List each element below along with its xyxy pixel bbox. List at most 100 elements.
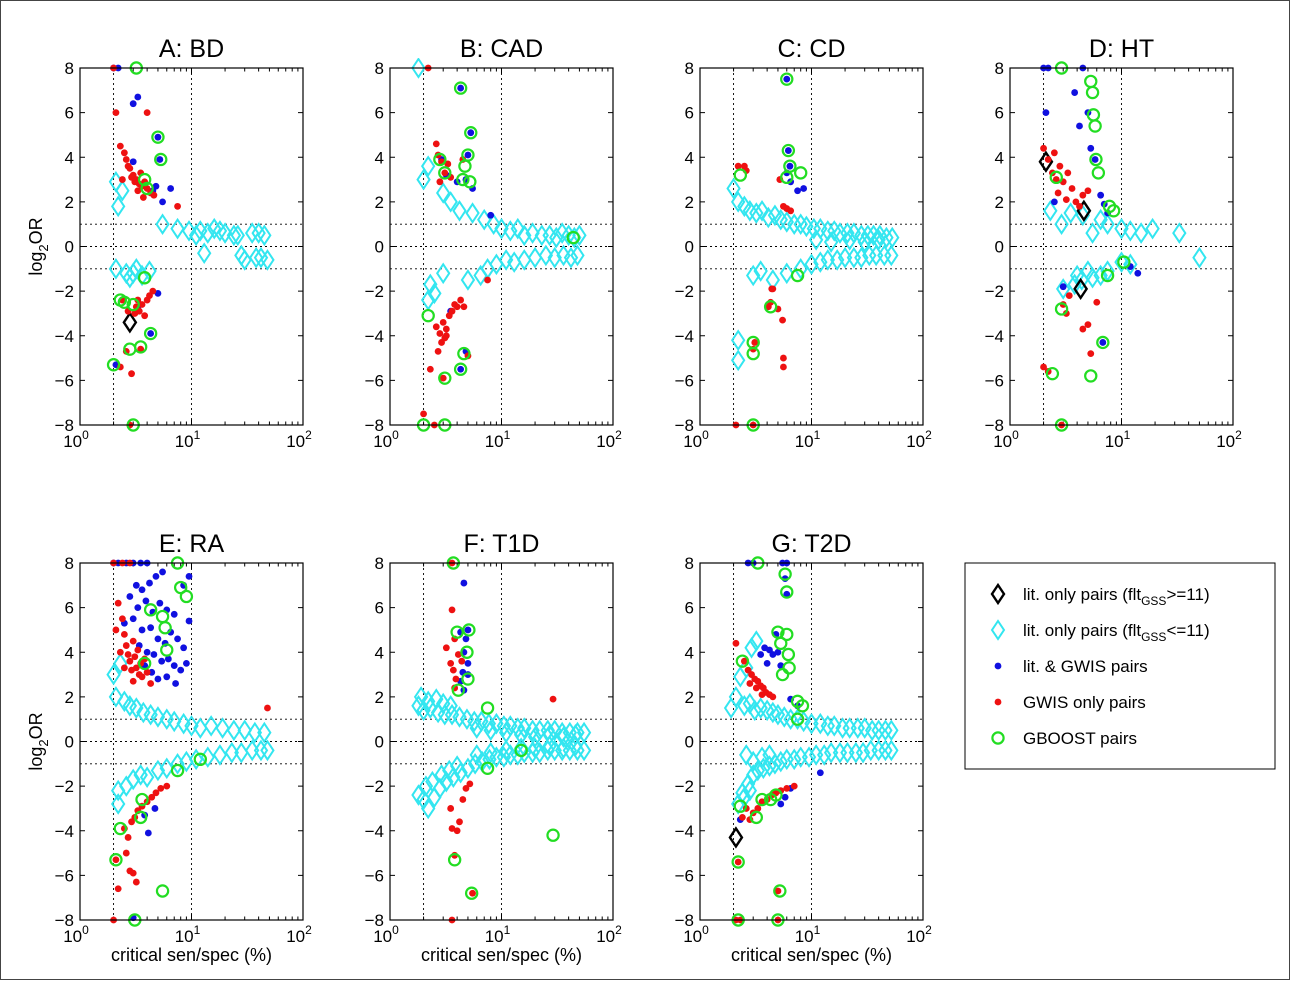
data-point bbox=[125, 262, 141, 285]
x-tick-exponent: 2 bbox=[615, 923, 622, 937]
y-tick-label: 0 bbox=[375, 238, 384, 257]
legend-marker bbox=[990, 582, 1006, 606]
data-point bbox=[773, 750, 788, 773]
legend-label-main: lit. & GWIS pairs bbox=[1023, 657, 1148, 676]
data-point bbox=[463, 175, 477, 189]
data-point bbox=[143, 326, 158, 341]
y-tick-label: 6 bbox=[685, 104, 694, 123]
data-point bbox=[118, 176, 126, 183]
data-point bbox=[429, 688, 444, 710]
panel-title: A: BD bbox=[159, 35, 224, 63]
data-point bbox=[124, 834, 132, 841]
x-tick-exponent: 1 bbox=[1124, 428, 1131, 442]
data-point bbox=[464, 126, 478, 140]
data-point bbox=[1089, 152, 1103, 167]
points bbox=[1038, 61, 1207, 432]
data-point bbox=[444, 160, 452, 168]
plot-frame bbox=[699, 67, 924, 426]
data-point bbox=[1055, 278, 1071, 300]
x-tick-exponent: 0 bbox=[82, 923, 89, 937]
legend-label-main: lit. only pairs (flt bbox=[1023, 621, 1141, 640]
data-point bbox=[1088, 119, 1102, 133]
data-point bbox=[532, 741, 547, 764]
data-point bbox=[496, 746, 512, 768]
data-point bbox=[448, 606, 456, 614]
data-point bbox=[752, 684, 760, 692]
series-gwis_only bbox=[1040, 144, 1101, 429]
series-lit_only_high bbox=[122, 311, 138, 334]
data-point bbox=[460, 303, 468, 311]
data-point bbox=[1076, 202, 1083, 210]
data-point bbox=[538, 244, 554, 267]
data-point bbox=[453, 761, 468, 784]
y-tick-label: −4 bbox=[675, 327, 694, 346]
x-tick-base: 10 bbox=[795, 927, 814, 946]
data-point bbox=[257, 224, 272, 247]
data-point bbox=[126, 657, 134, 665]
data-point bbox=[568, 724, 583, 746]
data-point bbox=[181, 220, 197, 242]
data-point bbox=[137, 271, 152, 285]
data-point bbox=[756, 757, 771, 780]
data-point bbox=[1087, 350, 1095, 357]
data-point bbox=[566, 230, 580, 245]
data-point bbox=[158, 621, 172, 635]
data-point bbox=[755, 792, 769, 807]
data-point bbox=[884, 244, 899, 267]
y-tick-label: −2 bbox=[675, 282, 694, 301]
data-point bbox=[483, 741, 498, 764]
data-point bbox=[260, 739, 275, 762]
data-point bbox=[1093, 208, 1108, 231]
data-point bbox=[514, 743, 528, 758]
data-point bbox=[757, 651, 765, 658]
data-point bbox=[426, 365, 434, 373]
data-point bbox=[1106, 204, 1121, 218]
data-point bbox=[745, 264, 761, 287]
data-point bbox=[781, 647, 796, 662]
data-point bbox=[546, 828, 560, 842]
x-axis-label: critical sen/spec (%) bbox=[731, 945, 892, 965]
data-point bbox=[124, 162, 132, 170]
data-point bbox=[134, 604, 142, 612]
data-point bbox=[122, 311, 138, 334]
data-point bbox=[781, 793, 789, 801]
data-point bbox=[244, 222, 260, 244]
legend-label-tail: <=11) bbox=[1166, 621, 1209, 640]
panel-title: F: T1D bbox=[464, 530, 540, 558]
data-point bbox=[131, 310, 139, 317]
panel-title: B: CAD bbox=[460, 35, 543, 63]
data-point bbox=[117, 295, 132, 309]
data-point bbox=[109, 853, 123, 867]
y-tick-label: −2 bbox=[55, 777, 74, 796]
data-point bbox=[447, 853, 462, 867]
data-point bbox=[436, 330, 444, 337]
x-tick-base: 10 bbox=[175, 927, 194, 946]
data-point bbox=[141, 312, 149, 320]
x-tick-label: 102 bbox=[1216, 428, 1242, 451]
y-tick-label: 4 bbox=[375, 643, 384, 662]
data-point bbox=[747, 699, 762, 722]
x-tick-base: 10 bbox=[1216, 432, 1235, 451]
data-point bbox=[749, 202, 764, 224]
y-tick-label: 8 bbox=[685, 554, 694, 573]
x-tick-label: 101 bbox=[795, 428, 821, 451]
data-point bbox=[517, 249, 532, 271]
x-tick-label: 102 bbox=[906, 428, 932, 451]
x-tick-base: 10 bbox=[906, 432, 925, 451]
data-point bbox=[451, 683, 466, 697]
data-point bbox=[212, 744, 228, 766]
data-point bbox=[138, 301, 146, 308]
data-point bbox=[435, 182, 451, 204]
x-tick-exponent: 2 bbox=[925, 923, 932, 937]
data-point bbox=[442, 325, 450, 333]
data-point bbox=[466, 780, 474, 788]
data-point bbox=[1084, 369, 1098, 383]
data-point bbox=[147, 680, 155, 687]
data-point bbox=[137, 172, 152, 187]
data-point bbox=[1043, 199, 1058, 222]
data-point bbox=[116, 142, 124, 150]
data-point bbox=[806, 217, 822, 240]
legend-label: GBOOST pairs bbox=[1023, 729, 1137, 748]
y-tick-label: 4 bbox=[65, 643, 74, 662]
